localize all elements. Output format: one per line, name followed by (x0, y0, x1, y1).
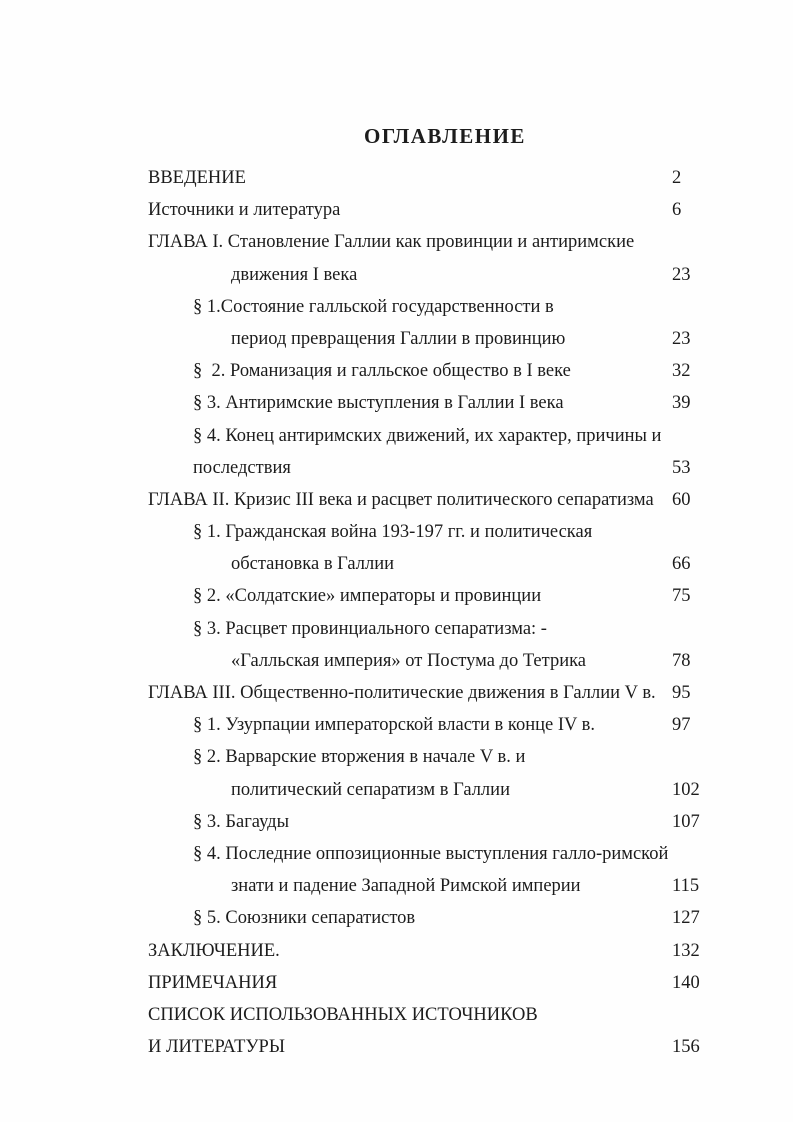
toc-entry-text: § 2. Романизация и галльское общество в … (193, 361, 571, 382)
toc-entry-text: СПИСОК ИСПОЛЬЗОВАННЫХ ИСТОЧНИКОВ (148, 1004, 538, 1025)
toc-entry-page: 23 (672, 264, 691, 285)
toc-entry-text: И ЛИТЕРАТУРЫ (148, 1037, 285, 1058)
toc-list: ВВЕДЕНИЕ 2 Источники и литература 6 ГЛАВА I.… (0, 162, 793, 1063)
toc-entry-page: 2 (672, 168, 682, 188)
toc-entry: § 4. Конец антиримских движений, их хара… (0, 420, 793, 452)
toc-entry-text: политический сепаратизм в Галлии (231, 779, 510, 800)
toc-entry: ГЛАВА II. Кризис III века и расцвет поли… (0, 484, 793, 516)
toc-entry: обстановка в Галлии 66 (0, 548, 793, 580)
toc-entry: последствия 53 (0, 452, 793, 484)
toc-entry: период превращения Галлии в провинцию 23 (0, 323, 793, 355)
toc-entry: ВВЕДЕНИЕ 2 (0, 162, 793, 194)
toc-entry-text: ЗАКЛЮЧЕНИЕ. (148, 940, 280, 961)
toc-entry-page: 60 (672, 489, 691, 510)
toc-entry-page: 97 (672, 715, 691, 736)
toc-entry: § 3. Антиримские выступления в Галлии I … (0, 387, 793, 419)
toc-entry-text: последствия (193, 457, 291, 478)
toc-entry-text: § 5. Союзники сепаратистов (193, 908, 416, 929)
toc-entry: Источники и литература 6 (0, 194, 793, 226)
toc-entry-page: 102 (672, 779, 700, 800)
toc-entry-text: Источники и литература (148, 200, 341, 221)
toc-entry-text: ПРИМЕЧАНИЯ (148, 972, 278, 993)
toc-entry-text: ГЛАВА II. Кризис III века и расцвет поли… (148, 489, 654, 510)
toc-entry: ГЛАВА I. Становление Галлии как провинци… (0, 226, 793, 258)
toc-entry-page: 107 (672, 811, 700, 832)
toc-entry-page: 140 (672, 972, 700, 993)
toc-entry: И ЛИТЕРАТУРЫ 156 (0, 1031, 793, 1063)
toc-entry: ПРИМЕЧАНИЯ 140 (0, 967, 793, 999)
toc-entry-page: 6 (672, 200, 682, 221)
toc-entry-text: ГЛАВА III. Общественно-политические движ… (148, 683, 656, 703)
toc-entry-page: 53 (672, 457, 691, 478)
toc-entry-text: «Галльская империя» от Постума до Тетрик… (231, 650, 587, 671)
toc-entry: § 4. Последние оппозиционные выступления… (0, 838, 793, 870)
toc-entry-page: 115 (672, 876, 700, 897)
toc-entry: § 2. Романизация и галльское общество в … (0, 355, 793, 387)
toc-entry: § 1. Узурпации императорской власти в ко… (0, 709, 793, 741)
toc-entry-text: знати и падение Западной Римской империи (231, 876, 581, 897)
toc-entry-page: 127 (672, 908, 700, 929)
toc-entry-text: § 3. Антиримские выступления в Галлии I … (193, 393, 564, 414)
toc-entry-page: 156 (672, 1037, 700, 1058)
toc-entry-page: 75 (672, 586, 691, 607)
toc-entry: § 3. Расцвет провинциального сепаратизма… (0, 613, 793, 645)
toc-entry-text: § 4. Последние оппозиционные выступления… (193, 843, 669, 864)
toc-entry-text: § 1. Узурпации императорской власти в ко… (193, 715, 596, 736)
toc-entry-text: движения I века (231, 264, 358, 285)
toc-entry-text: § 1. Гражданская война 193-197 гг. и пол… (193, 522, 593, 543)
page-title: ОГЛАВЛЕНИЕ (364, 124, 526, 148)
toc-entry-page: 95 (672, 683, 691, 703)
toc-entry-page: 66 (672, 554, 691, 575)
toc-entry-text: ГЛАВА I. Становление Галлии как провинци… (148, 232, 635, 253)
toc-entry-text: ВВЕДЕНИЕ (148, 168, 246, 188)
toc-entry: § 5. Союзники сепаратистов 127 (0, 902, 793, 934)
toc-entry-text: обстановка в Галлии (231, 554, 395, 575)
toc-entry-page: 78 (672, 650, 691, 671)
toc-entry-text: § 1.Состояние галльской государственност… (193, 296, 554, 317)
toc-entry: § 3. Багауды 107 (0, 806, 793, 838)
toc-entry: ЗАКЛЮЧЕНИЕ. 132 (0, 935, 793, 967)
toc-entry: «Галльская империя» от Постума до Тетрик… (0, 645, 793, 677)
toc-entry: ГЛАВА III. Общественно-политические движ… (0, 677, 793, 709)
toc-entry: знати и падение Западной Римской империи… (0, 870, 793, 902)
toc-entry-text: § 4. Конец антиримских движений, их хара… (193, 425, 662, 446)
toc-entry: § 1.Состояние галльской государственност… (0, 291, 793, 323)
toc-entry: движения I века 23 (0, 259, 793, 291)
toc-entry-page: 132 (672, 940, 700, 961)
toc-entry: § 2. «Солдатские» императоры и провинции… (0, 580, 793, 612)
toc-entry-text: период превращения Галлии в провинцию (231, 328, 566, 349)
toc-entry-page: 32 (672, 361, 691, 382)
toc-entry-page: 23 (672, 328, 691, 349)
toc-entry-text: § 2. «Солдатские» императоры и провинции (193, 586, 542, 607)
toc-entry: политический сепаратизм в Галлии 102 (0, 774, 793, 806)
toc-entry: § 2. Варварские вторжения в начале V в. … (0, 741, 793, 773)
toc-entry-text: § 3. Расцвет провинциального сепаратизма… (193, 618, 547, 639)
toc-entry: § 1. Гражданская война 193-197 гг. и пол… (0, 516, 793, 548)
toc-entry-page: 39 (672, 393, 691, 414)
toc-entry-text: § 3. Багауды (193, 811, 289, 832)
toc-entry-text: § 2. Варварские вторжения в начале V в. … (193, 747, 526, 768)
toc-entry: СПИСОК ИСПОЛЬЗОВАННЫХ ИСТОЧНИКОВ (0, 999, 793, 1031)
